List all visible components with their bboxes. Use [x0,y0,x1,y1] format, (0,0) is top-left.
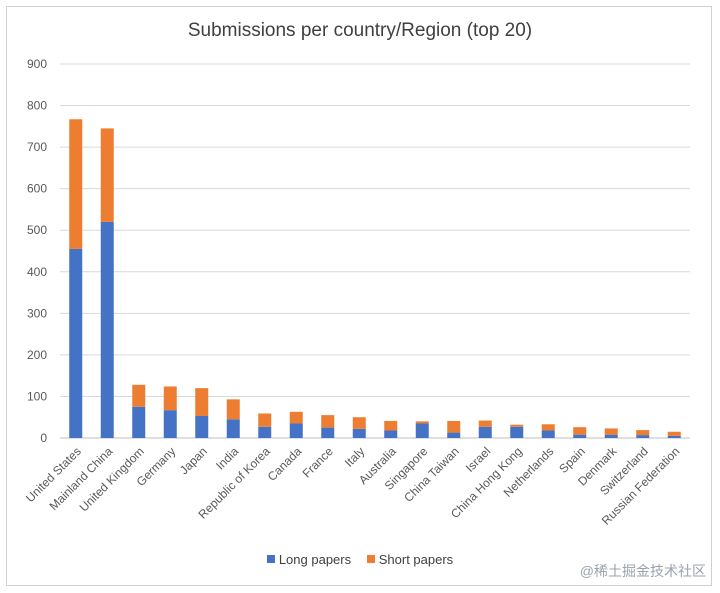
y-tick-label: 900 [27,57,47,71]
y-tick-label: 700 [27,140,47,154]
bar-long-papers [541,430,555,438]
bar-long-papers [195,415,209,438]
chart-frame [6,6,712,586]
bar-short-papers [604,428,618,435]
bar-short-papers [447,420,461,433]
legend-swatch-long [266,555,275,563]
bar-long-papers [226,419,240,438]
bar-short-papers [573,427,587,435]
bar-short-papers [636,430,650,436]
legend-label-short: Short papers [378,551,454,567]
bar-long-papers [447,432,461,438]
y-tick-label: 800 [27,99,47,113]
bar-long-papers [573,434,587,438]
bar-long-papers [289,423,303,438]
bars [69,119,681,438]
chart-title: Submissions per country/Region (top 20) [187,20,533,41]
gridlines [60,63,690,439]
bar-short-papers [510,424,524,427]
bar-short-papers [321,415,335,428]
y-tick-label: 200 [27,348,47,362]
legend-item-short: Short papers [366,551,454,567]
x-tick-label: Japan [177,444,210,477]
bar-long-papers [69,248,83,438]
bar-long-papers [163,410,177,438]
bar-long-papers [667,435,681,438]
x-tick-label: Canada [265,444,305,484]
bar-short-papers [100,128,114,222]
bar-long-papers [321,427,335,438]
bar-short-papers [352,417,366,429]
bar-short-papers [667,431,681,436]
watermark: @稀土掘金技术社区 [579,563,706,579]
bar-long-papers [510,426,524,438]
y-tick-label: 500 [27,223,47,237]
bar-short-papers [69,119,83,249]
bar-short-papers [195,388,209,416]
bar-long-papers [604,434,618,438]
bar-long-papers [415,423,429,438]
bar-long-papers [478,426,492,438]
y-tick-label: 300 [27,306,47,320]
bar-short-papers [258,413,272,427]
bar-short-papers [163,386,177,411]
y-tick-label: 400 [27,265,47,279]
y-tick-label: 100 [27,389,47,403]
bar-long-papers [258,426,272,438]
bar-short-papers [226,399,240,420]
bar-short-papers [132,384,146,407]
legend-item-long: Long papers [266,551,352,567]
legend-label-long: Long papers [278,551,352,567]
bar-short-papers [289,411,303,424]
x-tick-label: France [300,444,337,481]
legend-swatch-short [366,555,375,563]
bar-short-papers [415,421,429,424]
bar-long-papers [100,221,114,438]
x-tick-label: India [213,444,242,473]
bar-short-papers [541,424,555,431]
bar-long-papers [132,406,146,438]
bar-short-papers [384,420,398,431]
legend: Long papers Short papers [0,551,720,567]
bar-long-papers [636,435,650,438]
y-tick-label: 600 [27,182,47,196]
bar-long-papers [352,428,366,438]
y-tick-label: 0 [40,431,47,445]
bar-short-papers [478,420,492,427]
x-tick-label: Italy [342,444,367,469]
bar-long-papers [384,430,398,438]
y-axis-ticks: 0 100 200 300 400 500 600 700 800 900 [27,57,47,445]
